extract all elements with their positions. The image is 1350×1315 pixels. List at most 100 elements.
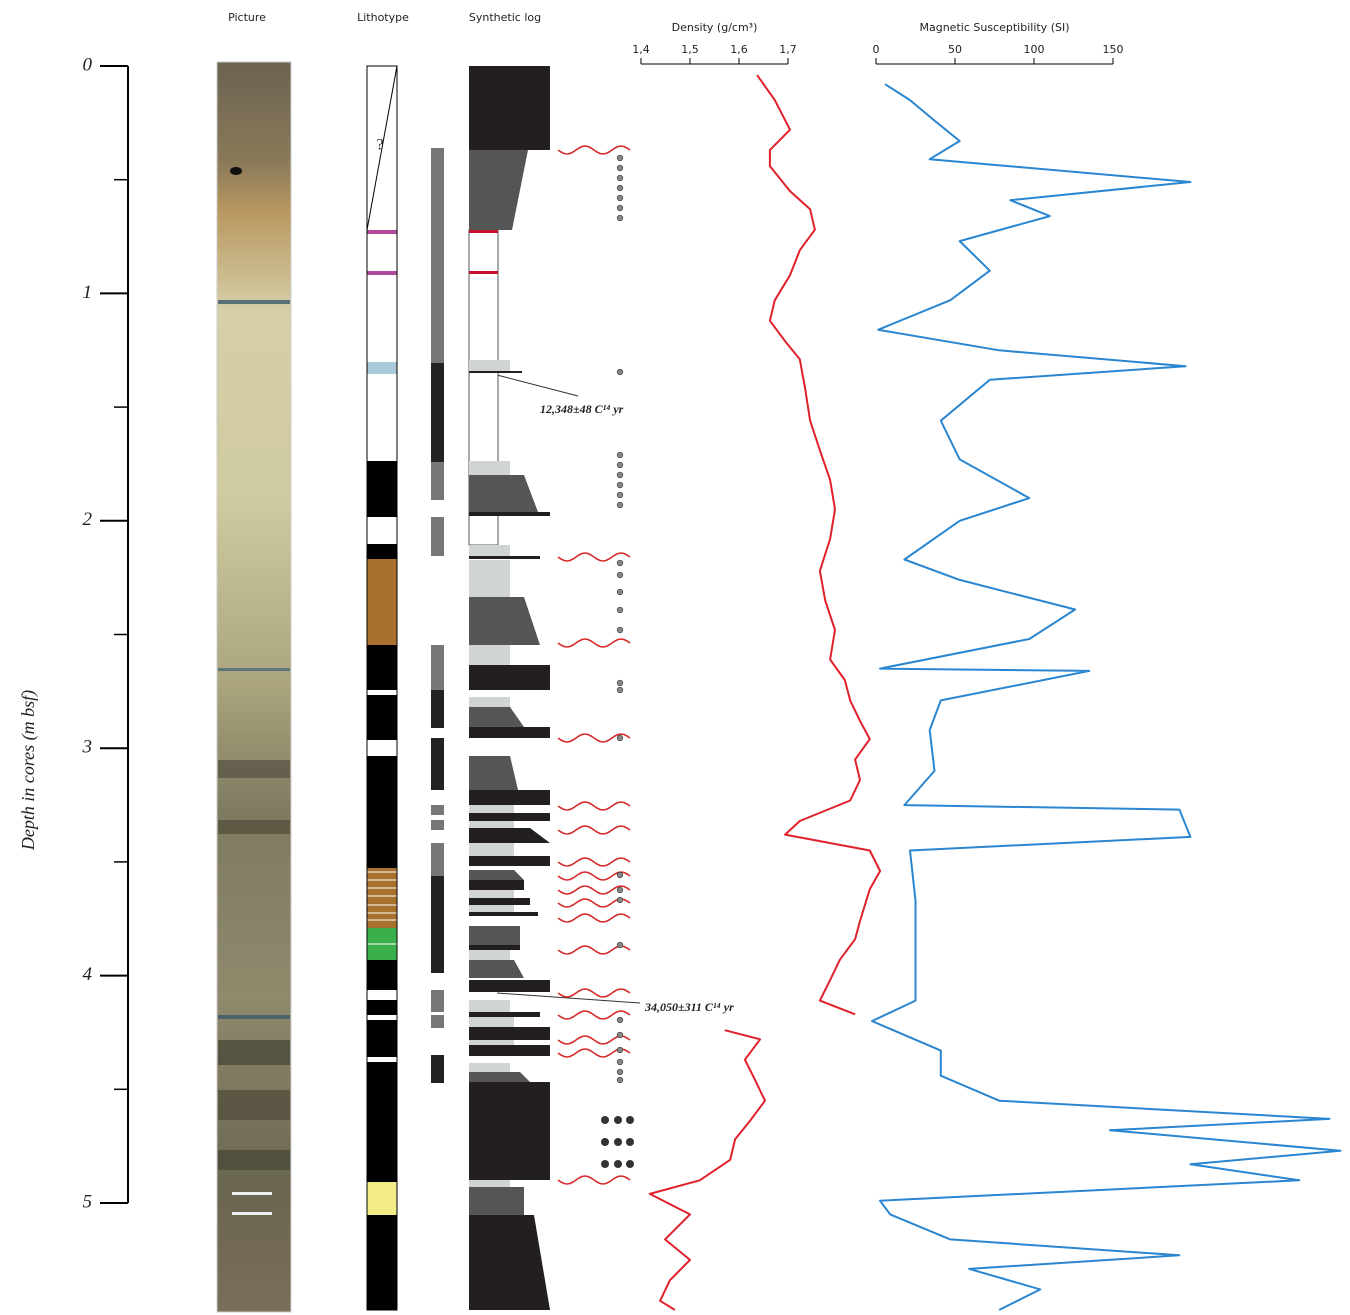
core-band bbox=[218, 668, 290, 671]
lithotype-unit bbox=[367, 1020, 397, 1057]
column-header: Lithotype bbox=[357, 11, 409, 24]
shell-cluster bbox=[614, 1160, 622, 1168]
log-unit bbox=[469, 870, 524, 880]
log-unit bbox=[469, 230, 498, 233]
log-unit bbox=[469, 1082, 550, 1180]
lithotype-unit bbox=[367, 461, 397, 517]
lithotype-unit bbox=[367, 517, 397, 544]
shell-symbol bbox=[616, 1031, 624, 1039]
core-band bbox=[218, 760, 290, 778]
log-unit bbox=[469, 898, 530, 905]
log-unit bbox=[469, 727, 550, 738]
leader-line bbox=[496, 992, 641, 1004]
age-annotation: 12,348±48 C¹⁴ yr bbox=[540, 402, 624, 416]
x-tick-label: 0 bbox=[873, 43, 880, 56]
erosion-surface bbox=[557, 857, 631, 867]
panel-title: Magnetic Susceptibility (SI) bbox=[920, 21, 1070, 34]
erosion-surface bbox=[557, 733, 631, 743]
leader-line bbox=[496, 374, 579, 397]
log-unit bbox=[469, 371, 522, 373]
sequence-bar bbox=[431, 690, 444, 728]
log-unit bbox=[469, 475, 538, 512]
lithotype-unit bbox=[367, 275, 397, 362]
lithotype-unit bbox=[367, 374, 397, 461]
shell-cluster bbox=[601, 1160, 609, 1168]
shell-symbol bbox=[616, 686, 624, 694]
core-band bbox=[218, 1150, 290, 1170]
log-unit bbox=[469, 1215, 550, 1310]
shell-symbol bbox=[616, 734, 624, 742]
erosion-surface bbox=[557, 913, 631, 923]
x-tick-label: 1,4 bbox=[632, 43, 650, 56]
log-unit bbox=[469, 843, 514, 856]
data-line bbox=[871, 83, 1342, 1311]
shell-cluster bbox=[601, 1138, 609, 1146]
log-unit bbox=[469, 790, 550, 805]
depth-axis-label: Depth in cores (m bsf) bbox=[18, 690, 39, 851]
log-unit bbox=[469, 1000, 510, 1012]
log-unit bbox=[469, 1063, 510, 1072]
lithotype-unit bbox=[367, 1057, 397, 1062]
core-spot bbox=[230, 167, 242, 175]
shell-symbol bbox=[616, 1016, 624, 1024]
lithotype-unit bbox=[367, 690, 397, 695]
shell-cluster bbox=[614, 1116, 622, 1124]
x-tick-label: 150 bbox=[1103, 43, 1124, 56]
log-unit bbox=[469, 950, 510, 960]
depth-tick-label: 3 bbox=[82, 737, 93, 758]
erosion-surface bbox=[557, 1010, 631, 1020]
lithotype-unit bbox=[367, 990, 397, 1000]
lithotype-unit bbox=[367, 740, 397, 756]
erosion-surface bbox=[557, 552, 631, 562]
depth-tick-label: 0 bbox=[83, 54, 93, 75]
log-unit bbox=[469, 805, 514, 813]
lithotype-unit bbox=[367, 1182, 397, 1215]
log-unit bbox=[469, 1045, 550, 1056]
shell-symbol bbox=[616, 941, 624, 949]
log-unit bbox=[469, 697, 510, 707]
log-unit bbox=[469, 461, 510, 475]
shell-symbol bbox=[616, 194, 624, 202]
log-unit bbox=[469, 828, 550, 843]
log-unit bbox=[469, 960, 524, 978]
shell-cluster bbox=[614, 1138, 622, 1146]
sequence-bar bbox=[431, 1015, 444, 1028]
lithotype-diagonal bbox=[366, 65, 398, 231]
log-unit bbox=[469, 665, 550, 690]
lithotype-unit bbox=[367, 1000, 397, 1015]
shell-symbol bbox=[616, 368, 624, 376]
log-unit bbox=[469, 980, 550, 992]
shell-symbol bbox=[616, 491, 624, 499]
shell-symbol bbox=[616, 679, 624, 687]
log-unit bbox=[469, 1027, 550, 1040]
erosion-surface bbox=[557, 638, 631, 648]
shell-symbol bbox=[616, 1076, 624, 1084]
core-mark bbox=[232, 1212, 272, 1215]
x-tick-label: 1,5 bbox=[681, 43, 699, 56]
log-unit bbox=[469, 1012, 540, 1017]
erosion-surface bbox=[557, 145, 631, 155]
shell-symbol bbox=[616, 588, 624, 596]
lithotype-unit bbox=[367, 756, 397, 868]
shell-symbol bbox=[616, 871, 624, 879]
shell-symbol bbox=[616, 1058, 624, 1066]
shell-symbol bbox=[616, 501, 624, 509]
lithotype-unit bbox=[367, 559, 397, 645]
log-unit bbox=[469, 1072, 530, 1082]
shell-symbol bbox=[616, 606, 624, 614]
erosion-surface bbox=[557, 801, 631, 811]
core-band bbox=[218, 300, 290, 304]
log-unit bbox=[469, 545, 510, 557]
shell-symbol bbox=[616, 559, 624, 567]
depth-tick-label: 2 bbox=[83, 509, 93, 530]
log-unit bbox=[469, 880, 524, 890]
shell-symbol bbox=[616, 164, 624, 172]
shell-symbol bbox=[616, 571, 624, 579]
shell-symbol bbox=[616, 886, 624, 894]
lithotype-unit bbox=[367, 645, 397, 690]
lithotype-unit bbox=[367, 868, 397, 928]
log-unit bbox=[469, 512, 550, 516]
lithotype-unit bbox=[367, 362, 397, 374]
sequence-bar bbox=[431, 990, 444, 1012]
